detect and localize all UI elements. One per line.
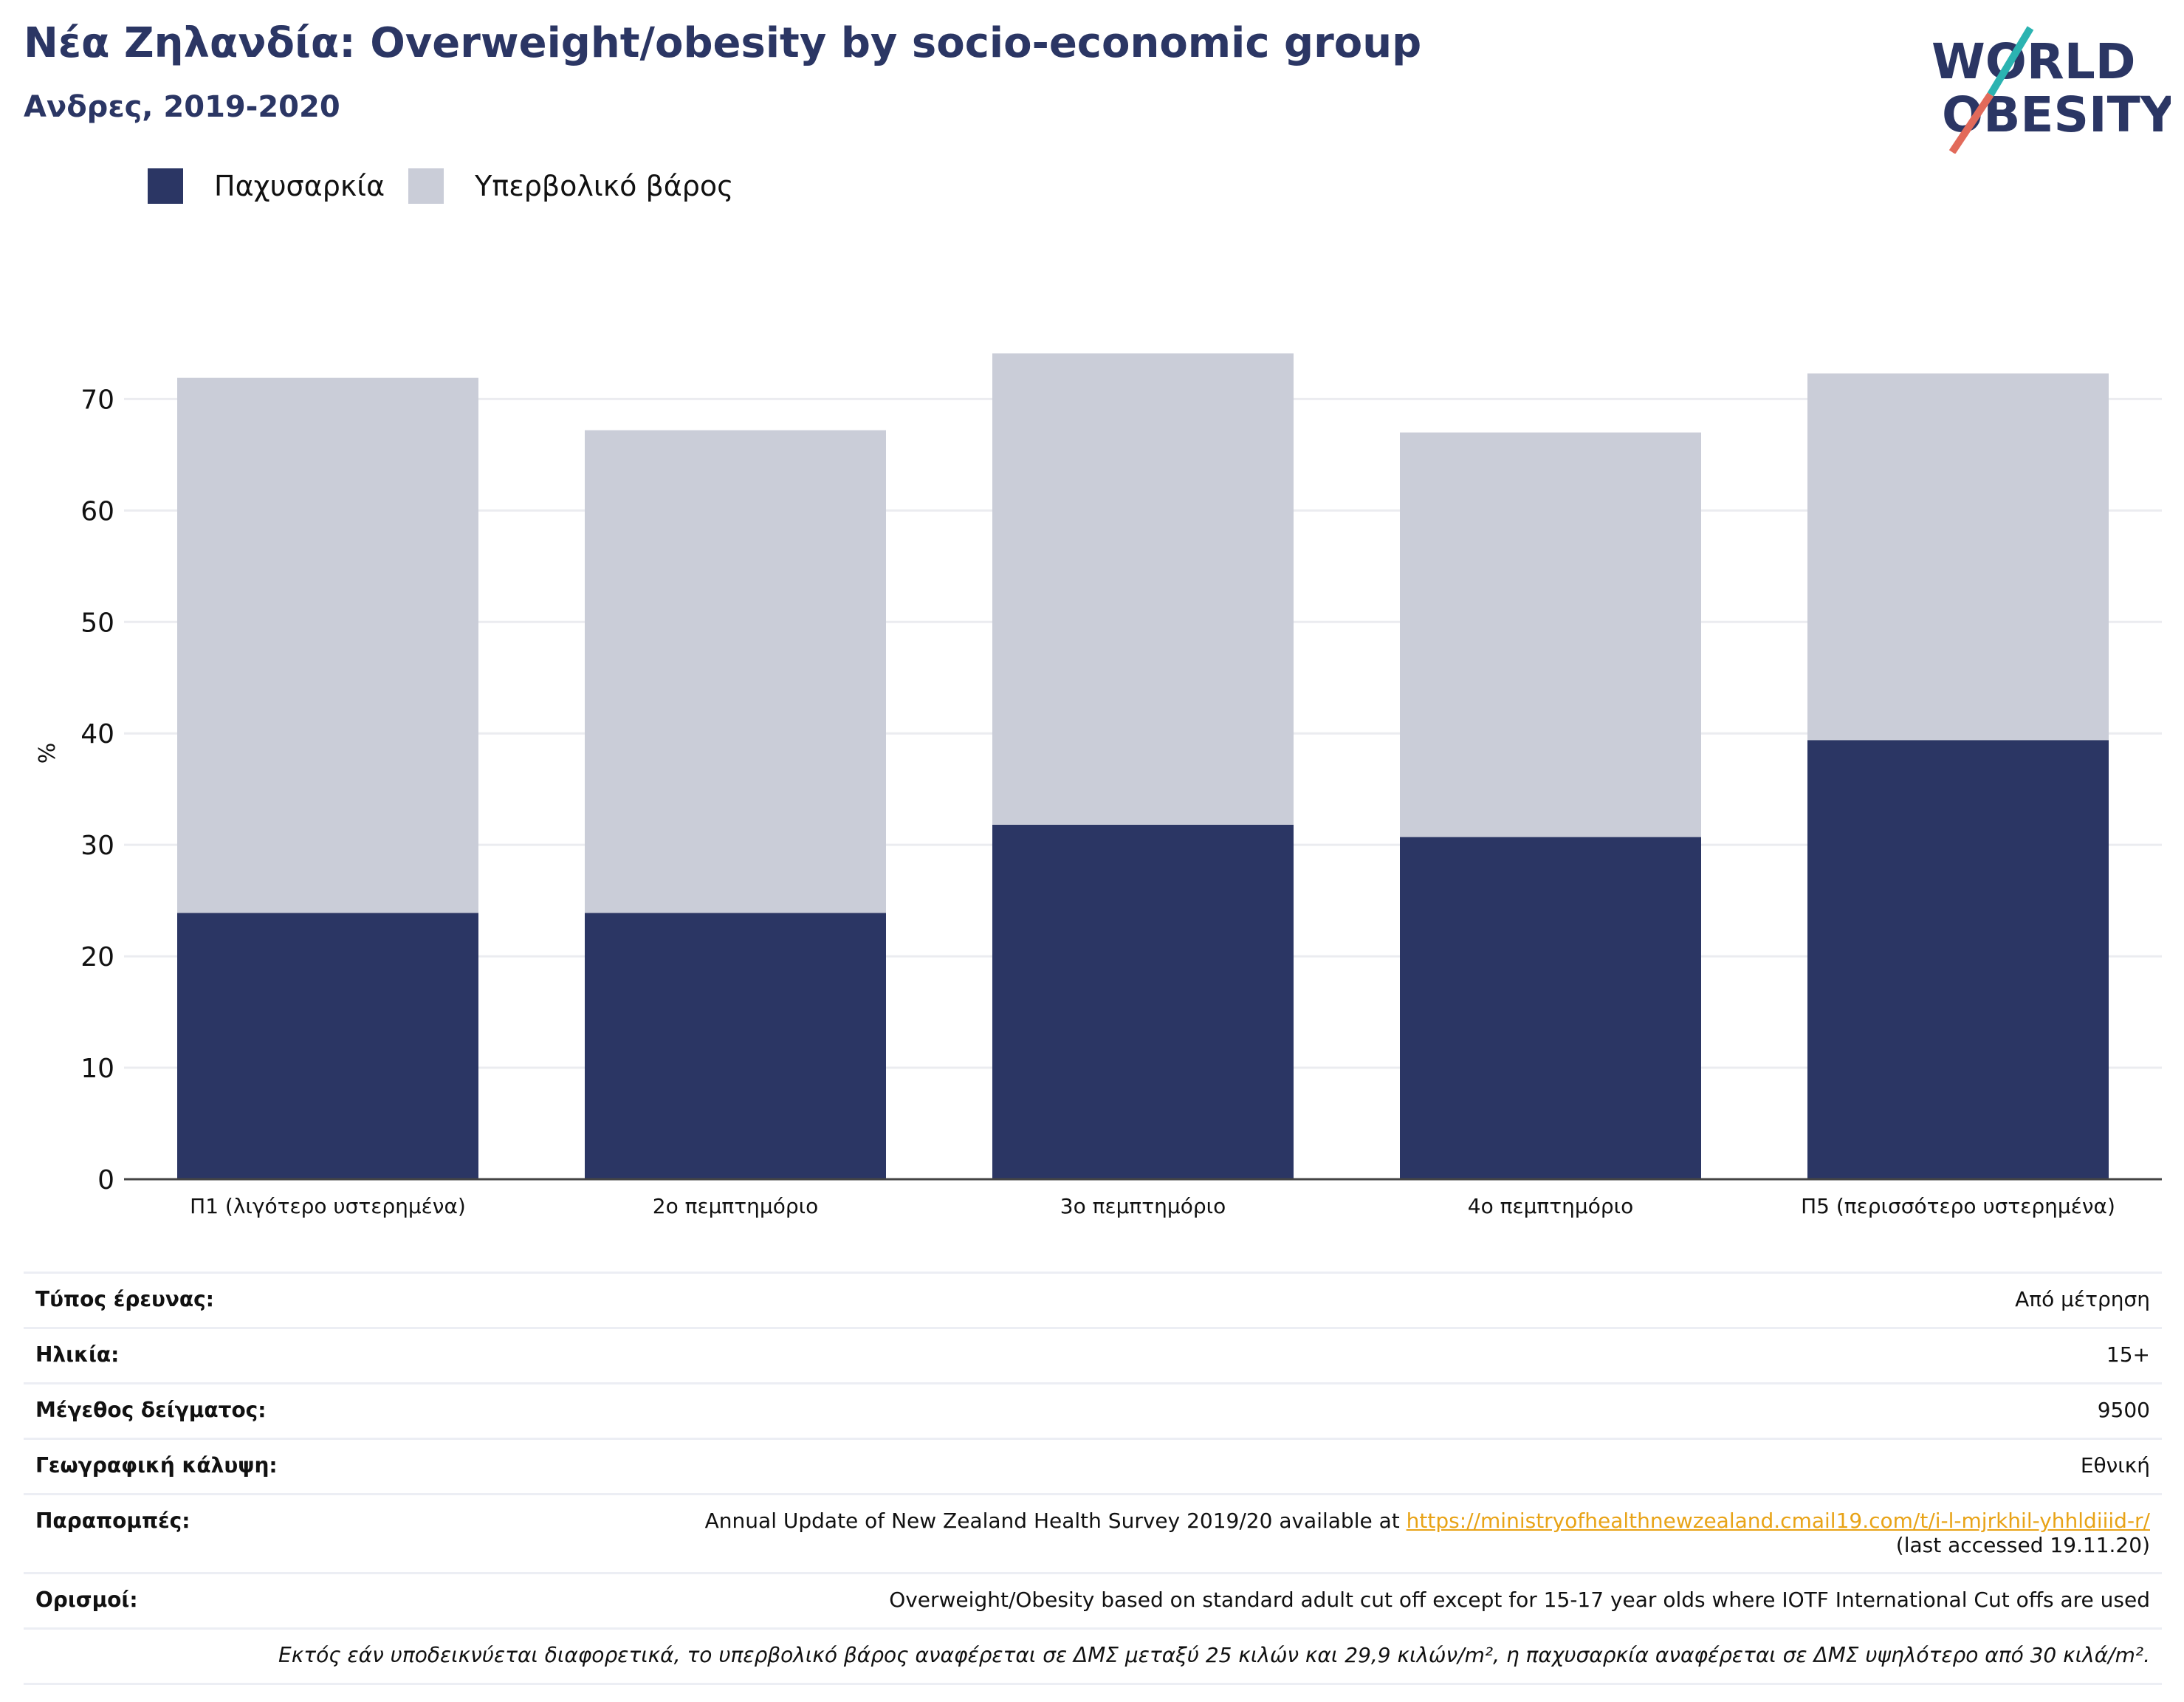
bars <box>177 353 2109 1179</box>
page-title: Νέα Ζηλανδία: Overweight/obesity by soci… <box>24 19 1422 67</box>
y-tick-label: 30 <box>80 831 114 861</box>
legend-swatch-obesity <box>148 168 183 204</box>
logo-stroke-red <box>1948 92 1994 154</box>
meta-label: Παραπομπές: <box>35 1509 190 1533</box>
y-tick-label: 10 <box>80 1054 114 1084</box>
meta-row-sample-size: Μέγεθος δείγματος: 9500 <box>24 1382 2162 1438</box>
x-tick-label: Π5 (περισσότερο υστερημένα) <box>1801 1194 2115 1218</box>
x-tick-label: 3ο πεμπτημόριο <box>1060 1194 1226 1218</box>
y-tick-label: 20 <box>80 942 114 972</box>
meta-row-coverage: Γεωγραφική κάλυψη: Εθνική <box>24 1438 2162 1493</box>
references-text: Annual Update of New Zealand Health Surv… <box>704 1509 1407 1533</box>
legend-label-overweight: Υπερβολικό βάρος <box>475 170 734 202</box>
meta-value: 15+ <box>2106 1342 2150 1367</box>
y-tick-label: 70 <box>80 385 114 415</box>
bar-overweight-4[interactable] <box>1400 432 1701 837</box>
bar-obesity-1[interactable] <box>177 913 478 1179</box>
world-obesity-logo: WORLD OBESITY <box>1931 26 2171 154</box>
logo-text-line1: WORLD <box>1931 33 2136 90</box>
meta-row-references: Παραπομπές: Annual Update of New Zealand… <box>24 1493 2162 1572</box>
bar-obesity-5[interactable] <box>1807 740 2109 1179</box>
y-tick-label: 0 <box>97 1165 114 1195</box>
references-link[interactable]: https://ministryofhealthnewzealand.cmail… <box>1406 1509 2150 1533</box>
legend-swatch-overweight <box>408 168 444 204</box>
bar-overweight-1[interactable] <box>177 377 478 913</box>
meta-label: Ηλικία: <box>35 1342 120 1367</box>
axes: 0 10 20 30 40 50 60 70 Π1 (λιγότερο υστερημένα) 2… <box>80 385 2162 1218</box>
x-tick-label: 2ο πεμπτημόριο <box>653 1194 818 1218</box>
definitions-note: Εκτός εάν υποδεικνύεται διαφορετικά, το … <box>278 1643 2150 1667</box>
meta-label: Ορισμοί: <box>35 1588 138 1612</box>
chart-legend: Παχυσαρκία Υπερβολικό βάρος <box>148 168 757 204</box>
meta-value: Overweight/Obesity based on standard adu… <box>889 1588 2150 1612</box>
meta-row-age: Ηλικία: 15+ <box>24 1327 2162 1382</box>
legend-label-obesity: Παχυσαρκία <box>214 170 385 202</box>
x-tick-label: Π1 (λιγότερο υστερημένα) <box>190 1194 466 1218</box>
bar-obesity-3[interactable] <box>992 824 1294 1179</box>
legend-item-obesity[interactable]: Παχυσαρκία <box>148 168 385 204</box>
meta-label: Μέγεθος δείγματος: <box>35 1398 267 1422</box>
meta-label: Τύπος έρευνας: <box>35 1287 214 1311</box>
bar-overweight-3[interactable] <box>992 353 1294 825</box>
y-tick-label: 50 <box>80 608 114 638</box>
meta-row-survey-type: Τύπος έρευνας: Από μέτρηση <box>24 1272 2162 1327</box>
logo-stroke-teal <box>1987 26 2034 97</box>
x-tick-label: 4ο πεμπτημόριο <box>1468 1194 1633 1218</box>
meta-value: Από μέτρηση <box>2015 1287 2150 1311</box>
y-tick-label: 40 <box>80 719 114 749</box>
y-tick-label: 60 <box>80 496 114 526</box>
bar-overweight-5[interactable] <box>1807 373 2109 741</box>
y-axis-label: % <box>35 743 61 764</box>
page-subtitle: Ανδρες, 2019-2020 <box>24 90 340 124</box>
bar-obesity-2[interactable] <box>585 913 886 1179</box>
meta-row-note: Εκτός εάν υποδεικνύεται διαφορετικά, το … <box>24 1627 2162 1685</box>
legend-item-overweight[interactable]: Υπερβολικό βάρος <box>408 168 733 204</box>
meta-value: Εθνική <box>2080 1453 2150 1478</box>
metadata-table: Τύπος έρευνας: Από μέτρηση Ηλικία: 15+ Μ… <box>24 1272 2162 1685</box>
bar-overweight-2[interactable] <box>585 430 886 913</box>
meta-row-definitions: Ορισμοί: Overweight/Obesity based on sta… <box>24 1572 2162 1627</box>
meta-value-references: Annual Update of New Zealand Health Surv… <box>705 1509 2150 1557</box>
references-accessed: (last accessed 19.11.20) <box>1895 1533 2150 1557</box>
meta-label: Γεωγραφική κάλυψη: <box>35 1453 278 1478</box>
bar-obesity-4[interactable] <box>1400 837 1701 1179</box>
meta-value: 9500 <box>2097 1398 2150 1422</box>
bar-chart: 0 10 20 30 40 50 60 70 Π1 (λιγότερο υστερημένα) 2… <box>35 353 2162 1218</box>
